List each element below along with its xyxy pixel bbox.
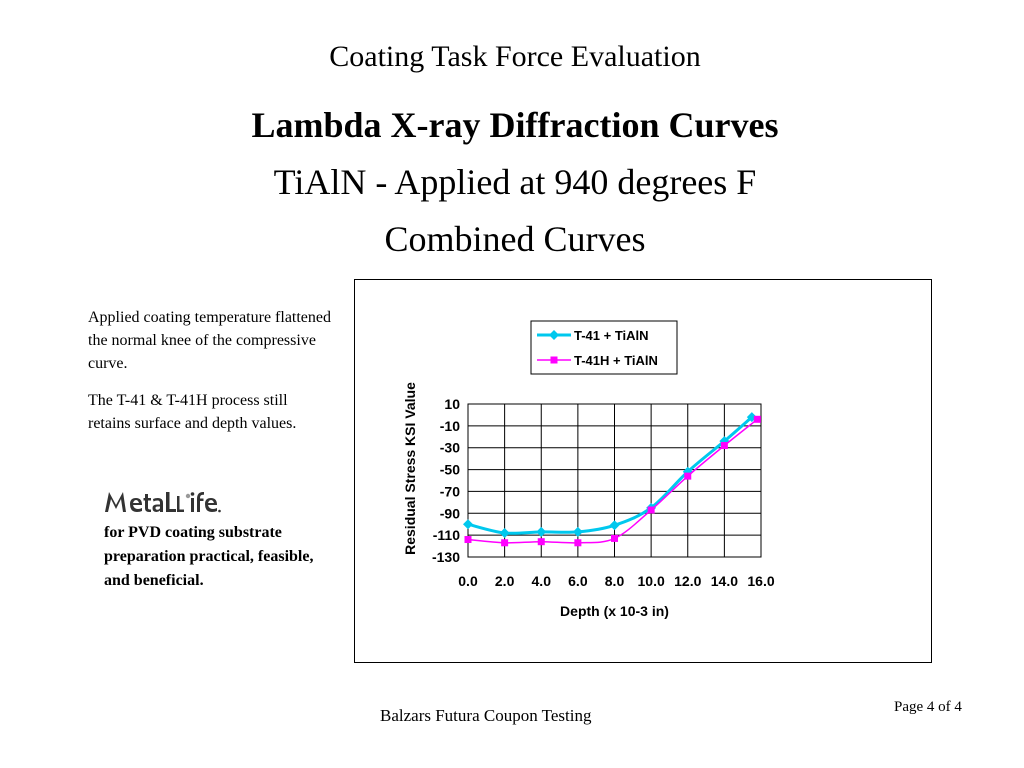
page-number: Page 4 of 4 — [894, 699, 962, 715]
x-tick-label: 0.0 — [458, 573, 478, 589]
legend-box — [530, 320, 678, 375]
legend-item: T-41 + TiAlN — [537, 328, 649, 343]
x-axis-label: Depth (x 10-3 in) — [560, 603, 669, 619]
presentation-title: Coating Task Force Evaluation — [329, 40, 701, 73]
y-tick-label: -70 — [440, 483, 460, 499]
legend-swatch-marker — [550, 356, 558, 364]
y-tick-label: -10 — [440, 418, 460, 434]
data-point — [719, 436, 730, 447]
data-point — [753, 415, 761, 423]
chart-frame: 10 -10 -30 -50 -70 -90 -110 -130 0.0 2.0 4.0 6.0 8.… — [354, 279, 932, 663]
series-1 — [463, 412, 757, 538]
note-process-retains: The T-41 & T-41H process still retains s… — [88, 392, 297, 432]
y-axis-label: Residual Stress KSI Value — [402, 382, 418, 555]
data-point — [609, 520, 620, 531]
y-tick-label: -130 — [432, 549, 460, 565]
y-tick-label: -30 — [440, 440, 460, 456]
x-tick-labels: 0.0 2.0 4.0 6.0 8.0 10.0 12.0 14.0 16.0 — [458, 573, 775, 589]
data-point — [463, 519, 473, 530]
chart-heading: Lambda X-ray Diffraction Curves — [251, 105, 779, 145]
series-line — [467, 415, 753, 535]
data-point — [572, 526, 583, 537]
data-point — [684, 472, 692, 480]
data-point — [536, 526, 547, 537]
data-point — [501, 539, 509, 547]
data-point — [464, 536, 472, 544]
data-point — [499, 527, 510, 538]
legend-item: T-41H + TiAlN — [537, 353, 658, 368]
note-knee-flattened: Applied coating temperature flattened th… — [88, 309, 332, 372]
plot-area — [467, 403, 762, 558]
data-point — [611, 534, 618, 542]
legend-label: T-41 + TiAlN — [574, 328, 649, 343]
y-tick-label: -50 — [440, 462, 460, 478]
x-tick-label: 2.0 — [495, 573, 515, 589]
series-layer — [463, 412, 761, 547]
series-2 — [464, 415, 761, 547]
data-point — [720, 442, 728, 450]
x-tick-label: 16.0 — [747, 573, 774, 589]
promo-text: for PVD coating substrate preparation pr… — [104, 524, 314, 589]
footer-text: Balzars Futura Coupon Testing — [380, 706, 592, 725]
x-tick-label: 10.0 — [638, 573, 665, 589]
legend-label: T-41H + TiAlN — [574, 353, 658, 368]
data-point — [647, 506, 655, 514]
y-tick-label: -90 — [440, 505, 460, 521]
residual-stress-chart: 10 -10 -30 -50 -70 -90 -110 -130 0.0 2.0 4.0 6.0 8.… — [402, 320, 775, 619]
legend-swatch-marker — [549, 330, 559, 340]
chart-legend: T-41 + TiAlN T-41H + TiAlN — [530, 320, 678, 375]
x-tick-label: 12.0 — [674, 573, 701, 589]
grid-lines — [467, 403, 762, 558]
data-point — [574, 539, 582, 547]
combined-curves-heading: Combined Curves — [384, 219, 646, 259]
x-tick-label: 14.0 — [711, 573, 738, 589]
y-tick-label: 10 — [444, 396, 460, 412]
y-tick-labels: 10 -10 -30 -50 -70 -90 -110 -130 — [432, 396, 460, 565]
coating-description: TiAlN - Applied at 940 degrees F — [273, 162, 757, 202]
x-tick-label: 6.0 — [568, 573, 588, 589]
data-point — [537, 538, 545, 546]
metallife-logo — [105, 492, 221, 513]
y-tick-label: -110 — [433, 527, 460, 543]
x-tick-label: 4.0 — [532, 573, 552, 589]
x-tick-label: 8.0 — [605, 573, 625, 589]
